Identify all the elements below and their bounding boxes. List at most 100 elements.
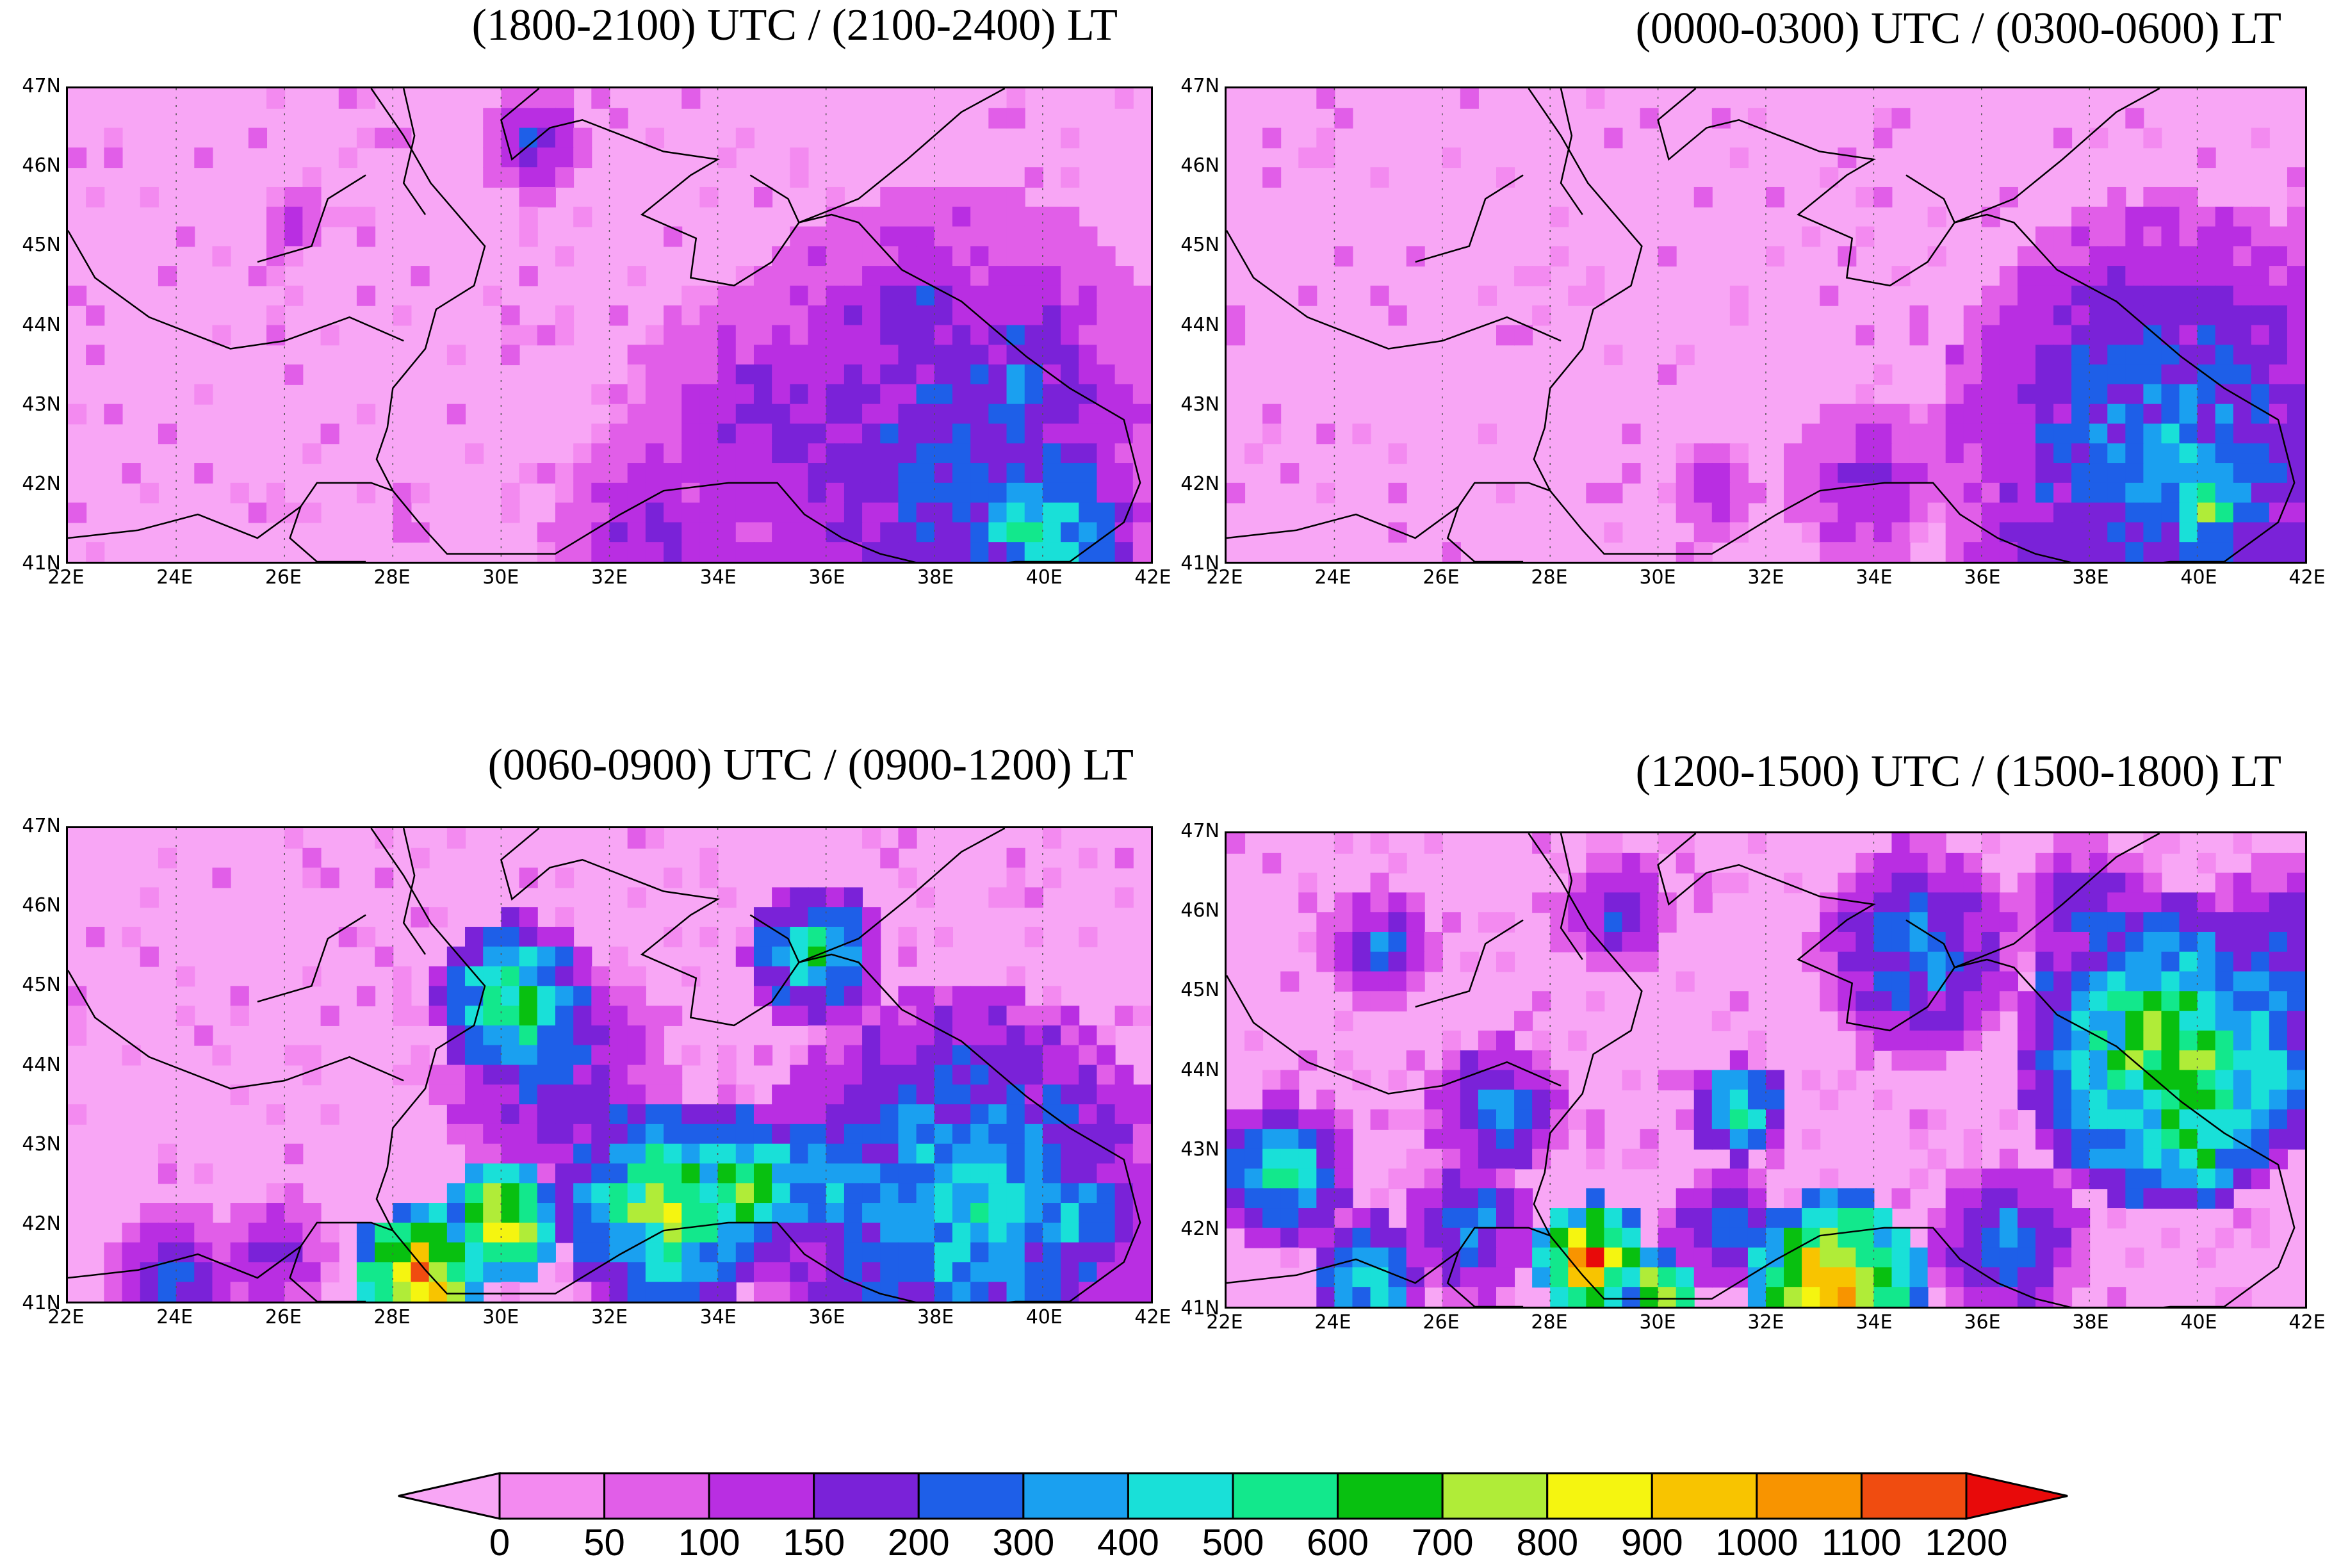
precip-cell: [1999, 266, 2018, 286]
precip-cell: [104, 1242, 123, 1263]
precip-cell: [1622, 892, 1641, 913]
precip-cell: [356, 127, 376, 149]
precip-cell: [1097, 1104, 1116, 1125]
precip-cell: [591, 1045, 610, 1066]
precip-cell: [1784, 1287, 1803, 1307]
precip-cell: [753, 1282, 773, 1302]
lat-tick-label: 42N: [22, 1212, 61, 1235]
precip-cell: [862, 828, 881, 849]
precip-cell: [1856, 1247, 1875, 1268]
lat-tick-label: 42N: [1180, 1217, 1219, 1240]
precip-cell: [1079, 246, 1098, 267]
precip-cell: [1061, 1084, 1080, 1106]
precip-cell: [428, 1222, 448, 1243]
precip-cell: [230, 1242, 249, 1263]
precip-cell: [2251, 226, 2270, 247]
precip-cell: [2215, 991, 2234, 1012]
precip-cell: [1132, 325, 1151, 346]
precip-cell: [1042, 1143, 1062, 1164]
precip-cell: [609, 1183, 628, 1204]
panel-title: (0000-0300) UTC / (0300-0600) LT: [1635, 4, 2281, 53]
precip-cell: [645, 1065, 665, 1086]
precip-cell: [1042, 1163, 1062, 1184]
precip-cell: [609, 1143, 628, 1164]
precip-cell: [1676, 443, 1695, 464]
precip-cell: [1298, 931, 1317, 952]
lat-tick-label: 44N: [22, 313, 61, 336]
precip-cell: [1963, 1129, 1982, 1150]
precip-cell: [1496, 951, 1515, 972]
precip-cell: [1711, 463, 1731, 484]
lon-tick-label: 24E: [1314, 1311, 1351, 1334]
precip-cell: [1981, 404, 2000, 425]
precip-cell: [2143, 404, 2162, 425]
precip-cell: [1963, 404, 1982, 425]
precip-cell: [2053, 443, 2073, 464]
precip-cell: [1909, 912, 1929, 933]
precip-cell: [753, 482, 773, 503]
precip-cell: [1676, 463, 1695, 484]
precip-cell: [1909, 443, 1929, 464]
precip-cell: [248, 1282, 268, 1302]
precip-cell: [1747, 108, 1766, 129]
precip-cell: [1352, 1287, 1371, 1307]
precip-cell: [537, 1006, 556, 1026]
precip-cell: [916, 345, 935, 366]
precip-cell: [1132, 305, 1151, 326]
precip-cell: [302, 167, 322, 188]
precip-cell: [1891, 423, 1911, 445]
precip-cell: [1370, 971, 1389, 992]
precip-cell: [2053, 1267, 2073, 1288]
lat-tick-label: 45N: [22, 974, 61, 997]
coastline: [1446, 506, 1524, 562]
colorbar-tick-label: 800: [1516, 1522, 1579, 1564]
precip-cell: [645, 345, 665, 366]
precip-cell: [1927, 1011, 1946, 1031]
colorbar-max-arrow: [1965, 1472, 2068, 1520]
precip-cell: [1820, 951, 1839, 972]
precip-cell: [501, 1104, 520, 1125]
precip-cell: [826, 1065, 845, 1086]
lat-tick-label: 43N: [22, 393, 61, 416]
precip-cell: [2017, 404, 2036, 425]
precip-cell: [1024, 1065, 1043, 1086]
precip-cell: [2071, 1109, 2091, 1130]
precip-cell: [1042, 206, 1062, 227]
colorbar-tick-label: 1100: [1822, 1522, 1902, 1564]
precip-cell: [952, 1065, 972, 1086]
precip-cell: [1873, 423, 1893, 445]
precip-cell: [2017, 931, 2036, 952]
precip-cell: [1981, 502, 2000, 523]
precip-cell: [1132, 423, 1151, 445]
precip-cell: [2035, 364, 2055, 385]
precip-cell: [501, 482, 520, 503]
precip-cell: [1711, 1070, 1731, 1091]
precip-cell: [2233, 423, 2252, 445]
precip-cell: [699, 364, 719, 385]
precip-cell: [2269, 1109, 2288, 1130]
precip-cell: [1114, 1282, 1134, 1302]
precip-cell: [2125, 384, 2144, 405]
precip-cell: [1838, 443, 1857, 464]
precip-cell: [2251, 325, 2270, 346]
coastline: [1528, 88, 2296, 562]
precip-cell: [537, 463, 556, 484]
precip-cell: [627, 887, 646, 908]
precip-cell: [2071, 246, 2091, 267]
precip-cell: [1114, 482, 1134, 503]
precip-cell: [2251, 892, 2270, 913]
precip-cell: [1388, 482, 1407, 503]
precip-cell: [2179, 423, 2198, 445]
precip-cell: [1024, 206, 1043, 227]
precip-cell: [2233, 482, 2252, 503]
precip-cell: [284, 1143, 304, 1164]
precip-cell: [2125, 912, 2144, 933]
precip-cell: [826, 482, 845, 503]
precip-cell: [1024, 1163, 1043, 1184]
precip-cell: [2143, 991, 2162, 1012]
precip-cell: [1891, 1030, 1911, 1051]
precip-cell: [140, 1203, 159, 1223]
precip-cell: [1711, 1090, 1731, 1111]
precip-cell: [2035, 345, 2055, 366]
precip-cell: [627, 1203, 646, 1223]
